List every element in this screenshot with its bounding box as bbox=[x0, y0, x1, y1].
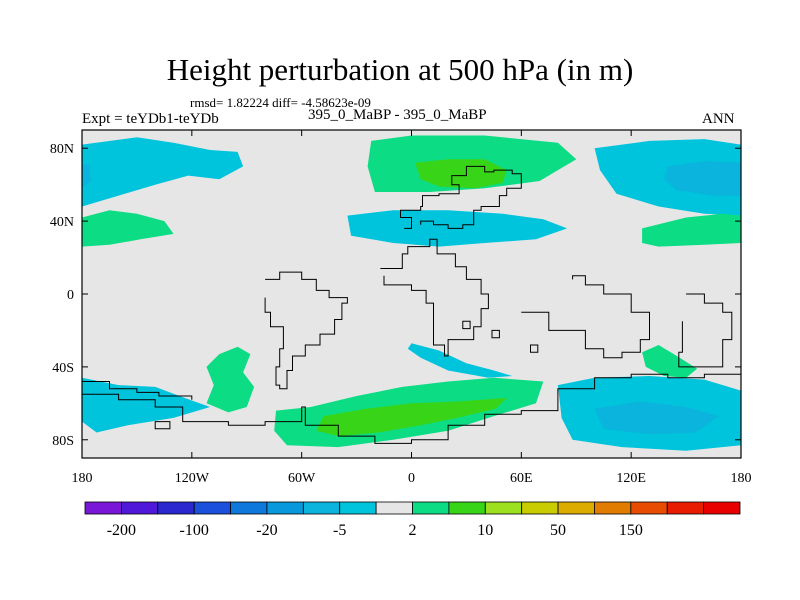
contour-region-antarctic-core-pos bbox=[316, 397, 507, 437]
colorbar-label-7: 150 bbox=[619, 522, 643, 539]
rmsd-stats: rmsd= 1.82224 diff= -4.58623e-09 bbox=[190, 95, 371, 110]
contour-fills bbox=[82, 135, 741, 451]
contour-region-n-pacific-pos bbox=[82, 210, 174, 247]
x-tick-label-6: 180 bbox=[731, 471, 752, 486]
coast-india-asia bbox=[521, 275, 650, 359]
island-4 bbox=[154, 421, 171, 430]
contour-region-sw-pacific-neg bbox=[82, 377, 211, 433]
x-tick-label-2: 60W bbox=[288, 471, 316, 486]
colorbar-swatch-2 bbox=[157, 501, 195, 515]
colorbar-label-3: -5 bbox=[333, 522, 346, 539]
island-2 bbox=[491, 329, 500, 339]
chart-title: Height perturbation at 500 hPa (in m) bbox=[166, 52, 634, 87]
coast-australia bbox=[678, 293, 733, 368]
contour-region-ne-pos bbox=[642, 213, 741, 247]
contour-region-se-indian-core-neg bbox=[594, 401, 719, 435]
colorbar-swatch-12 bbox=[521, 501, 559, 515]
coast-africa bbox=[380, 238, 489, 357]
colorbar-label-2: -20 bbox=[256, 522, 277, 539]
coast-antarctica bbox=[82, 373, 741, 444]
season-label: ANN bbox=[702, 111, 735, 127]
x-tick-label-4: 60E bbox=[510, 471, 533, 486]
colorbar-label-5: 10 bbox=[477, 522, 493, 539]
colorbar-swatch-11 bbox=[484, 501, 523, 515]
y-tick-label-0: 80N bbox=[50, 142, 74, 157]
island-1 bbox=[462, 320, 471, 330]
x-tick-label-0: 180 bbox=[72, 471, 93, 486]
x-tick-label-1: 120W bbox=[175, 471, 210, 486]
colorbar-swatch-7 bbox=[339, 501, 377, 515]
colorbar-swatch-10 bbox=[448, 501, 486, 515]
colorbar-swatch-13 bbox=[557, 501, 595, 515]
y-tick-label-4: 80S bbox=[52, 434, 74, 449]
contour-region-s-atlantic-neg bbox=[407, 343, 513, 378]
coast-pacific-arc bbox=[82, 381, 193, 400]
colorbar-swatch-0 bbox=[84, 501, 122, 515]
colorbar-label-4: 2 bbox=[409, 522, 417, 539]
colorbar-label-1: -100 bbox=[180, 522, 209, 539]
colorbar-swatch-17 bbox=[703, 501, 741, 515]
island-3 bbox=[530, 344, 539, 353]
colorbar-swatch-3 bbox=[193, 501, 231, 515]
case-label: 395_0_MaBP - 395_0_MaBP bbox=[308, 107, 487, 123]
contour-region-indian-pos bbox=[642, 345, 698, 378]
coast-s-america bbox=[264, 271, 348, 390]
contour-region-w-edge-darker-neg bbox=[82, 164, 92, 189]
colorbar-swatch-16 bbox=[666, 501, 705, 515]
contour-region-ne-core-neg bbox=[664, 161, 741, 196]
y-tick-label-1: 40N bbox=[50, 215, 74, 230]
colorbar-label-6: 50 bbox=[550, 522, 566, 539]
y-tick-label-3: 40S bbox=[52, 361, 74, 376]
contour-region-se-pacific-pos bbox=[206, 346, 255, 413]
colorbar: -200 -100 -20 -5 2 10 50 150 bbox=[84, 501, 741, 539]
contour-region-n-pacific-neg bbox=[82, 137, 244, 207]
colorbar-swatch-14 bbox=[594, 501, 632, 515]
experiment-label: Expt = teYDb1-teYDb bbox=[82, 111, 219, 127]
x-tick-label-3: 0 bbox=[408, 471, 415, 486]
colorbar-swatch-9 bbox=[412, 501, 450, 515]
colorbar-swatch-6 bbox=[302, 501, 341, 515]
colorbar-swatch-4 bbox=[230, 501, 268, 515]
colorbar-label-0: -200 bbox=[107, 522, 136, 539]
colorbar-swatch-15 bbox=[630, 501, 668, 515]
axis-ticks: 180 120W 60W 0 60E 120E 180 80N 40N 0 40S 80S bbox=[50, 130, 752, 486]
x-tick-label-5: 120E bbox=[616, 471, 646, 486]
coast-europe-asia bbox=[400, 165, 522, 229]
colorbar-swatch-5 bbox=[266, 501, 304, 515]
colorbar-swatch-8 bbox=[375, 501, 413, 515]
colorbar-swatch-1 bbox=[120, 501, 159, 515]
y-tick-label-2: 0 bbox=[67, 288, 74, 303]
coastlines bbox=[82, 165, 741, 444]
